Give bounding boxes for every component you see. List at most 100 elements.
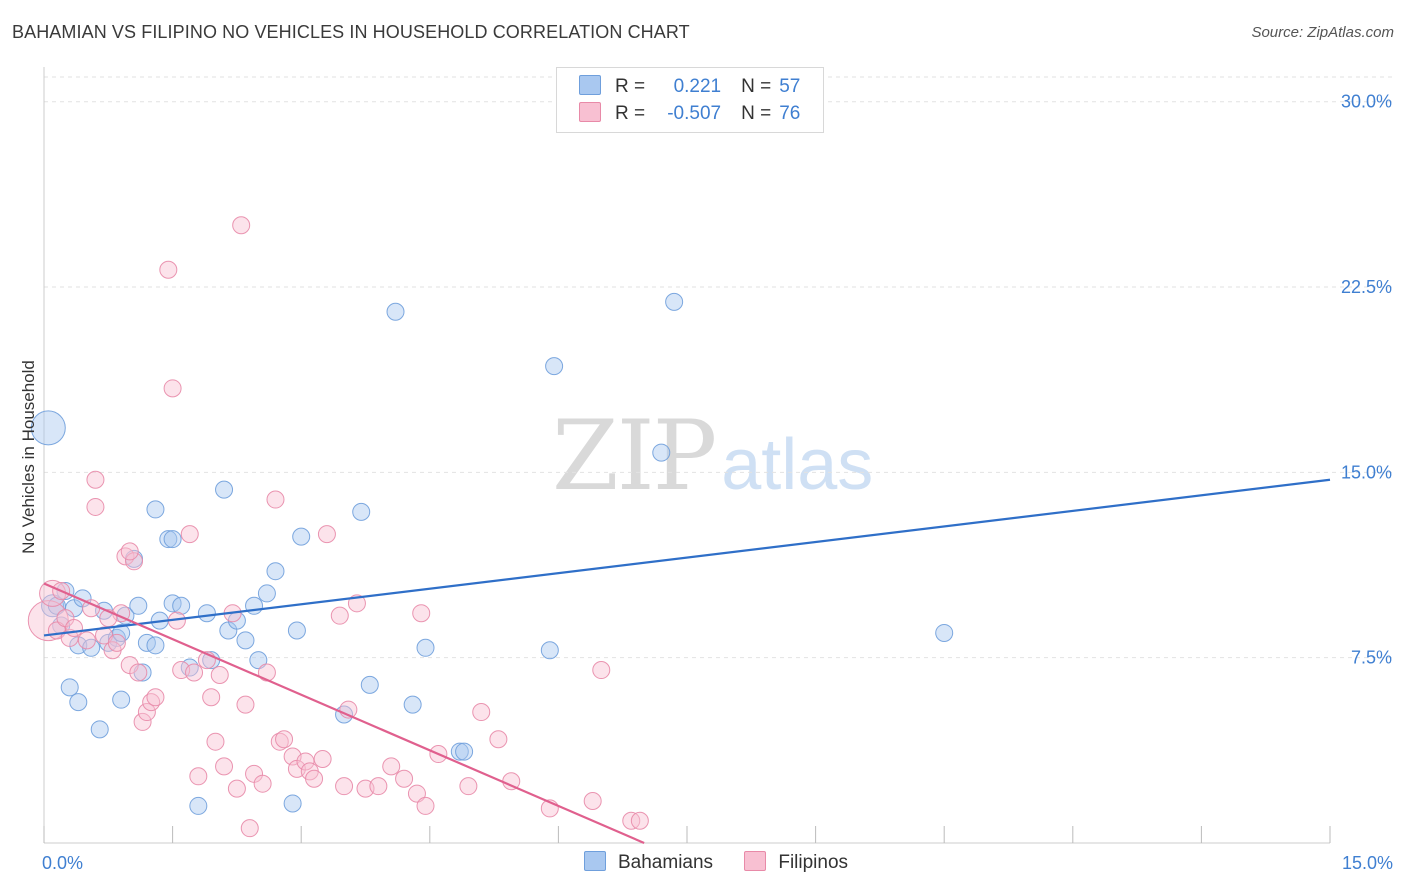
point-bahamians: [450, 742, 469, 761]
point-filipinos: [459, 777, 478, 796]
point-filipinos: [330, 606, 349, 625]
point-bahamians: [386, 302, 405, 321]
point-filipinos: [159, 260, 178, 279]
watermark-zip: ZIP: [552, 400, 717, 512]
point-bahamians: [129, 596, 148, 615]
legend-n-value: 57: [779, 76, 801, 97]
series-legend-bahamians[interactable]: Bahamians: [584, 851, 713, 874]
watermark-atlas: atlas: [721, 425, 874, 505]
series-label-filipinos: Filipinos: [778, 852, 849, 873]
grid-layer: [44, 76, 1392, 659]
trend-layer: [43, 478, 1331, 845]
point-bahamians: [197, 604, 216, 623]
point-filipinos: [125, 552, 144, 571]
point-bahamians: [652, 443, 671, 462]
point-filipinos: [395, 769, 414, 788]
point-filipinos: [412, 604, 431, 623]
legend-r-value: -0.507: [667, 103, 722, 124]
point-filipinos: [305, 769, 324, 788]
legend-swatch-bahamians: [579, 75, 601, 95]
series-swatch-bahamians: [584, 851, 606, 871]
point-bahamians: [416, 638, 435, 657]
point-filipinos: [227, 779, 246, 798]
point-filipinos: [120, 542, 139, 561]
point-filipinos: [86, 497, 105, 516]
point-bahamians: [455, 742, 474, 761]
point-filipinos: [253, 774, 272, 793]
point-bahamians: [360, 675, 379, 694]
point-bahamians: [545, 357, 564, 376]
point-bahamians: [283, 794, 302, 813]
point-filipinos: [133, 712, 152, 731]
points-layer: [27, 216, 954, 838]
point-filipinos: [210, 665, 229, 684]
watermark: ZIPatlas: [552, 400, 873, 512]
point-bahamians: [112, 690, 131, 709]
point-bahamians: [69, 693, 88, 712]
point-filipinos: [472, 703, 491, 722]
point-bahamians: [30, 410, 66, 446]
point-bahamians: [287, 621, 306, 640]
series-legend-filipinos[interactable]: Filipinos: [744, 851, 848, 874]
point-filipinos: [240, 819, 259, 838]
point-filipinos: [630, 811, 649, 830]
point-filipinos: [335, 777, 354, 796]
y-tick-label: 22.5%: [1341, 277, 1392, 297]
point-bahamians: [60, 678, 79, 697]
point-filipinos: [86, 470, 105, 489]
point-filipinos: [202, 688, 221, 707]
point-filipinos: [77, 631, 96, 650]
point-filipinos: [180, 525, 199, 544]
source-label: Source: ZipAtlas.com: [1251, 24, 1394, 41]
point-filipinos: [489, 730, 508, 749]
point-filipinos: [232, 216, 251, 235]
label-layer: 7.5% 15.0% 22.5% 30.0% 0.0% 15.0% No Vehicles …: [19, 92, 1393, 873]
correlation-legend: R = 0.221 N = 57 R = -0.507 N = 76: [556, 67, 824, 133]
axis-layer: [43, 67, 1331, 844]
series-label-bahamians: Bahamians: [618, 852, 714, 873]
point-filipinos: [129, 663, 148, 682]
point-filipinos: [146, 688, 165, 707]
point-filipinos: [206, 732, 225, 751]
point-filipinos: [236, 695, 255, 714]
legend-r-value: 0.221: [673, 76, 722, 97]
point-bahamians: [292, 527, 311, 546]
point-filipinos: [107, 633, 126, 652]
legend-n-value: 76: [779, 103, 801, 124]
point-filipinos: [317, 525, 336, 544]
point-filipinos: [215, 757, 234, 776]
point-bahamians: [90, 720, 109, 739]
trendline-bahamians: [43, 478, 1331, 637]
legend-r-label: R =: [615, 76, 646, 97]
point-bahamians: [266, 562, 285, 581]
series-swatch-filipinos: [744, 851, 767, 871]
point-filipinos: [592, 661, 611, 680]
point-filipinos: [137, 703, 156, 722]
point-bahamians: [172, 596, 191, 615]
point-bahamians: [935, 623, 954, 642]
legend-swatch-filipinos: [579, 102, 601, 122]
point-bahamians: [403, 695, 422, 714]
y-tick-label: 30.0%: [1341, 92, 1392, 112]
legend-row-bahamians: R = 0.221 N = 57: [579, 75, 800, 101]
point-bahamians: [163, 530, 182, 549]
point-filipinos: [189, 767, 208, 786]
legend-n-label: N =: [741, 76, 772, 97]
point-bahamians: [665, 292, 684, 311]
point-bahamians: [352, 502, 371, 521]
point-filipinos: [583, 791, 602, 810]
point-filipinos: [185, 663, 204, 682]
point-filipinos: [65, 619, 84, 638]
x-tick-label: 15.0%: [1342, 853, 1393, 873]
point-bahamians: [146, 636, 165, 655]
point-filipinos: [266, 490, 285, 509]
trendline-filipinos: [43, 582, 645, 845]
legend-n-label: N =: [741, 103, 772, 124]
point-bahamians: [540, 641, 559, 660]
point-bahamians: [146, 500, 165, 519]
point-filipinos: [313, 749, 332, 768]
point-bahamians: [189, 796, 208, 815]
series-legend: Bahamians Filipinos: [584, 851, 874, 874]
point-filipinos: [407, 784, 426, 803]
y-tick-label: 15.0%: [1341, 462, 1392, 482]
